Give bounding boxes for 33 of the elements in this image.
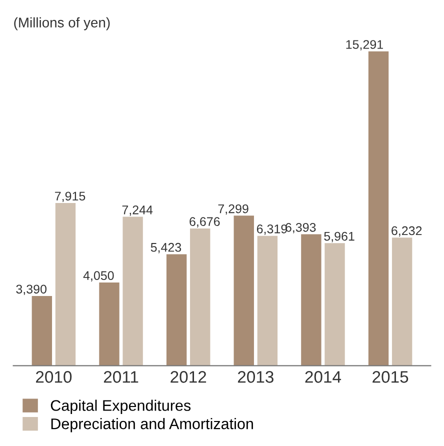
legend-label: Depreciation and Amortization xyxy=(51,418,253,432)
data-label: 7,299 xyxy=(218,204,248,215)
data-label: 7,244 xyxy=(122,205,153,216)
x-tick-label: 2014 xyxy=(305,371,342,383)
bar xyxy=(55,203,76,366)
x-tick-label: 2010 xyxy=(36,371,72,383)
bar xyxy=(368,51,389,366)
bar xyxy=(166,254,187,366)
data-label: 6,393 xyxy=(286,222,316,234)
data-label: 6,232 xyxy=(392,226,422,237)
data-label: 7,915 xyxy=(55,192,86,202)
bar xyxy=(301,234,322,366)
data-label: 5,961 xyxy=(324,232,354,242)
bar xyxy=(122,216,143,366)
data-label: 4,050 xyxy=(83,271,114,282)
bar xyxy=(99,282,120,366)
data-label: 6,676 xyxy=(190,217,220,228)
bar xyxy=(392,238,412,366)
bar xyxy=(257,236,278,366)
x-tick-label: 2015 xyxy=(372,371,408,383)
bar xyxy=(324,243,345,366)
x-tick-label: 2012 xyxy=(170,371,206,383)
legend-label: Capital Expenditures xyxy=(50,400,191,414)
data-label: 3,390 xyxy=(16,284,46,296)
bar xyxy=(190,228,210,366)
data-label: 5,423 xyxy=(150,242,182,254)
chart-title: (Millions of yen) xyxy=(14,17,110,30)
bar xyxy=(32,296,52,366)
x-tick-label: 2013 xyxy=(238,371,274,383)
bar xyxy=(234,216,254,366)
x-tick-label: 2011 xyxy=(104,371,138,383)
data-label: 6,319 xyxy=(256,224,288,235)
data-label: 15,291 xyxy=(346,40,383,50)
